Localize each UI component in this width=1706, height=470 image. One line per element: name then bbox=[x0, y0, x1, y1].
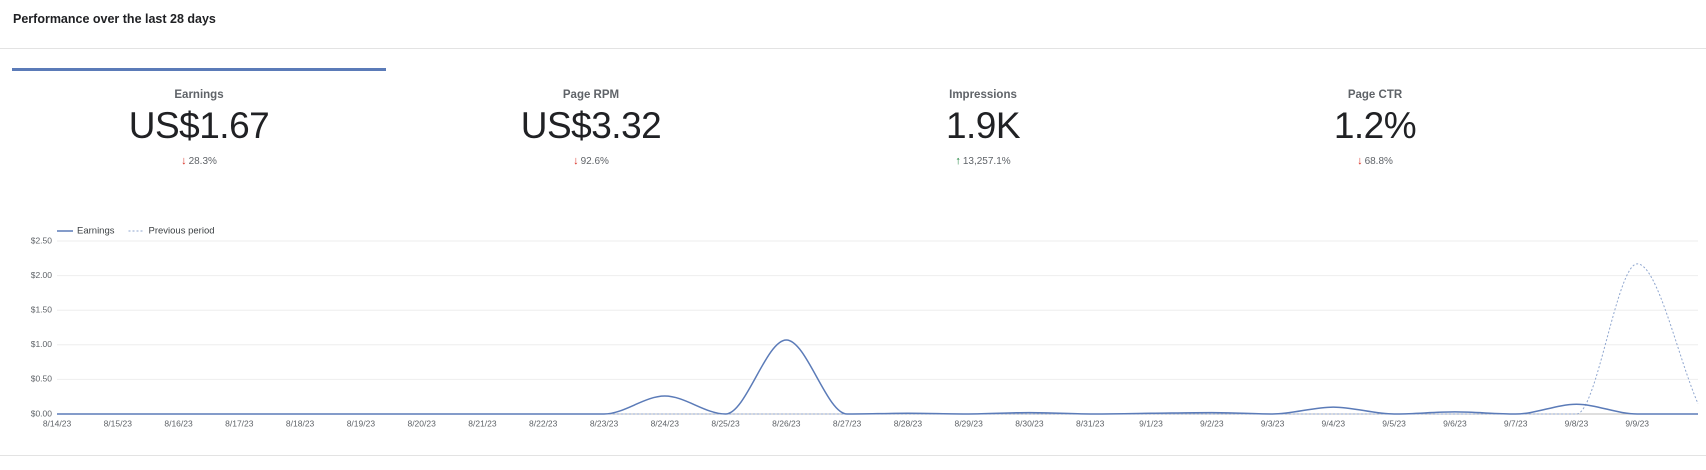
metric-value: US$1.67 bbox=[128, 105, 270, 146]
x-tick-label: 9/5/23 bbox=[1382, 418, 1406, 428]
x-tick-label: 9/8/23 bbox=[1565, 418, 1589, 428]
metric-value: US$3.32 bbox=[520, 105, 662, 146]
metric-value: 1.9K bbox=[945, 105, 1021, 146]
change-text: 28.3% bbox=[188, 156, 217, 167]
x-tick-label: 8/20/23 bbox=[407, 418, 436, 428]
x-tick-label: 8/16/23 bbox=[164, 418, 193, 428]
line-series bbox=[56, 263, 1699, 415]
x-tick-label: 8/17/23 bbox=[225, 418, 254, 428]
metric-value: 1.2% bbox=[1333, 105, 1417, 146]
x-tick-label: 8/31/23 bbox=[1076, 418, 1105, 428]
x-tick-label: 8/28/23 bbox=[894, 418, 923, 428]
trend-arrow: ↓ bbox=[573, 155, 579, 167]
x-tick-label: 8/30/23 bbox=[1015, 418, 1044, 428]
x-tick-label: 9/3/23 bbox=[1261, 418, 1285, 428]
x-tick-label: 8/21/23 bbox=[468, 418, 497, 428]
y-tick-label: $0.50 bbox=[31, 374, 53, 384]
x-tick-label: 8/23/23 bbox=[590, 418, 619, 428]
y-tick-label: $0.00 bbox=[31, 408, 53, 418]
y-tick-label: $1.50 bbox=[31, 304, 53, 314]
x-tick-label: 8/26/23 bbox=[772, 418, 801, 428]
change-text: 13,257.1% bbox=[962, 156, 1011, 167]
y-tick-label: $2.50 bbox=[31, 235, 53, 245]
metric-card[interactable]: Page RPM US$3.32 ↓ 92.6% bbox=[404, 68, 778, 178]
x-tick-label: 8/19/23 bbox=[347, 418, 376, 428]
change-text: 92.6% bbox=[580, 156, 609, 167]
legend-label: Earnings bbox=[77, 226, 115, 237]
trend-arrow: ↓ bbox=[181, 155, 187, 167]
x-tick-label: 9/9/23 bbox=[1625, 418, 1649, 428]
x-tick-label: 8/22/23 bbox=[529, 418, 558, 428]
page-title: Performance over the last 28 days bbox=[13, 12, 216, 26]
line-series bbox=[56, 339, 1698, 415]
x-tick-label: 8/15/23 bbox=[104, 418, 133, 428]
trend-arrow: ↑ bbox=[955, 155, 961, 167]
x-tick-label: 8/18/23 bbox=[286, 418, 315, 428]
x-tick-label: 9/4/23 bbox=[1322, 418, 1346, 428]
metric-change: ↓ 68.8% bbox=[1188, 155, 1562, 167]
x-tick-label: 8/24/23 bbox=[651, 418, 680, 428]
trend-arrow: ↓ bbox=[1357, 155, 1363, 167]
x-tick-label: 8/27/23 bbox=[833, 418, 862, 428]
metric-label: Page RPM bbox=[562, 89, 620, 101]
metric-label: Page CTR bbox=[1347, 89, 1403, 101]
y-tick-label: $2.00 bbox=[31, 270, 53, 280]
metric-label: Impressions bbox=[949, 89, 1017, 101]
x-tick-label: 8/14/23 bbox=[43, 418, 72, 428]
metric-card[interactable]: Earnings US$1.67 ↓ 28.3% bbox=[12, 68, 386, 181]
x-tick-label: 8/25/23 bbox=[711, 418, 740, 428]
metric-change: ↓ 92.6% bbox=[404, 155, 778, 167]
divider bbox=[0, 48, 1706, 49]
x-tick-label: 9/2/23 bbox=[1200, 418, 1224, 428]
change-text: 68.8% bbox=[1364, 156, 1393, 167]
metric-change: ↓ 28.3% bbox=[12, 155, 386, 167]
metric-card[interactable]: Page CTR 1.2% ↓ 68.8% bbox=[1188, 68, 1562, 178]
x-tick-label: 9/1/23 bbox=[1139, 418, 1163, 428]
y-tick-label: $1.00 bbox=[31, 339, 53, 349]
divider bbox=[0, 455, 1706, 456]
metric-change: ↑ 13,257.1% bbox=[796, 155, 1170, 167]
x-tick-label: 9/6/23 bbox=[1443, 418, 1467, 428]
metric-card[interactable]: Impressions 1.9K ↑ 13,257.1% bbox=[796, 68, 1170, 178]
x-tick-label: 9/7/23 bbox=[1504, 418, 1528, 428]
x-tick-label: 8/29/23 bbox=[954, 418, 983, 428]
metric-label: Earnings bbox=[174, 89, 224, 101]
legend-label: Previous period bbox=[149, 226, 215, 237]
